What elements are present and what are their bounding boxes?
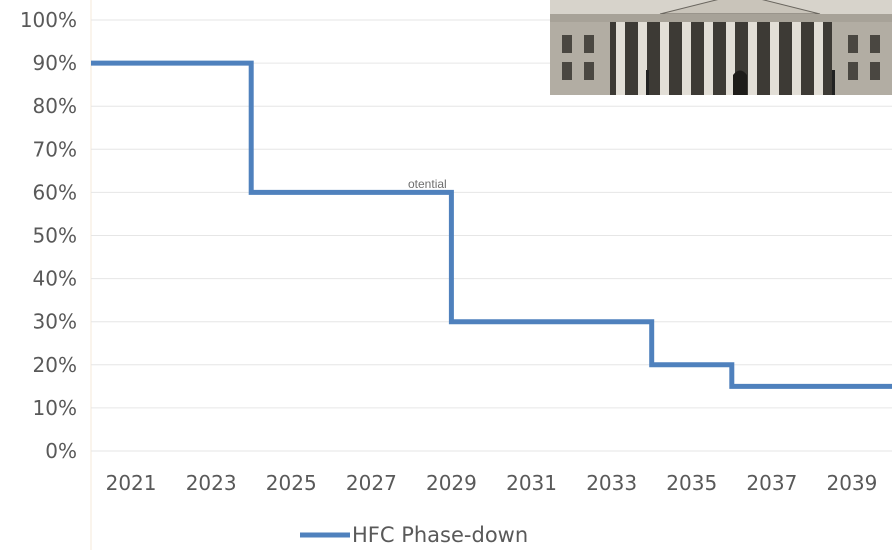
x-tick-label: 2025 <box>266 471 317 495</box>
y-tick-label: 30% <box>33 310 77 334</box>
x-tick-label: 2031 <box>506 471 557 495</box>
x-tick-label: 2037 <box>746 471 797 495</box>
y-tick-label: 90% <box>33 51 77 75</box>
y-tick-label: 10% <box>33 396 77 420</box>
legend-label-hfc-phase-down: HFC Phase-down <box>352 523 528 547</box>
x-tick-label: 2021 <box>106 471 157 495</box>
x-axis-ticks: 2021 2023 2025 2027 2029 2031 2033 2035 2037 2039 <box>106 471 878 495</box>
y-tick-label: 50% <box>33 224 77 248</box>
y-tick-label: 60% <box>33 180 77 204</box>
y-tick-label: 40% <box>33 267 77 291</box>
series-group <box>91 60 892 389</box>
legend: HFC Phase-down <box>300 523 528 547</box>
x-tick-label: 2039 <box>826 471 877 495</box>
y-tick-label: 100% <box>20 8 77 32</box>
capitol-building-photo <box>550 0 892 95</box>
y-tick-label: 70% <box>33 137 77 161</box>
x-tick-label: 2035 <box>666 471 717 495</box>
y-tick-label: 80% <box>33 94 77 118</box>
y-tick-label: 20% <box>33 353 77 377</box>
x-tick-label: 2029 <box>426 471 477 495</box>
x-tick-label: 2023 <box>186 471 237 495</box>
y-axis-ticks: 0% 10% 20% 30% 40% 50% 60% 70% 80% 90% 100% <box>20 8 77 463</box>
y-tick-label: 0% <box>45 439 77 463</box>
capitol-building-image <box>550 0 892 95</box>
x-tick-label: 2027 <box>346 471 397 495</box>
chart-annotation: otential <box>408 177 447 191</box>
x-tick-label: 2033 <box>586 471 637 495</box>
series-line-hfc-phase-down <box>91 60 892 389</box>
